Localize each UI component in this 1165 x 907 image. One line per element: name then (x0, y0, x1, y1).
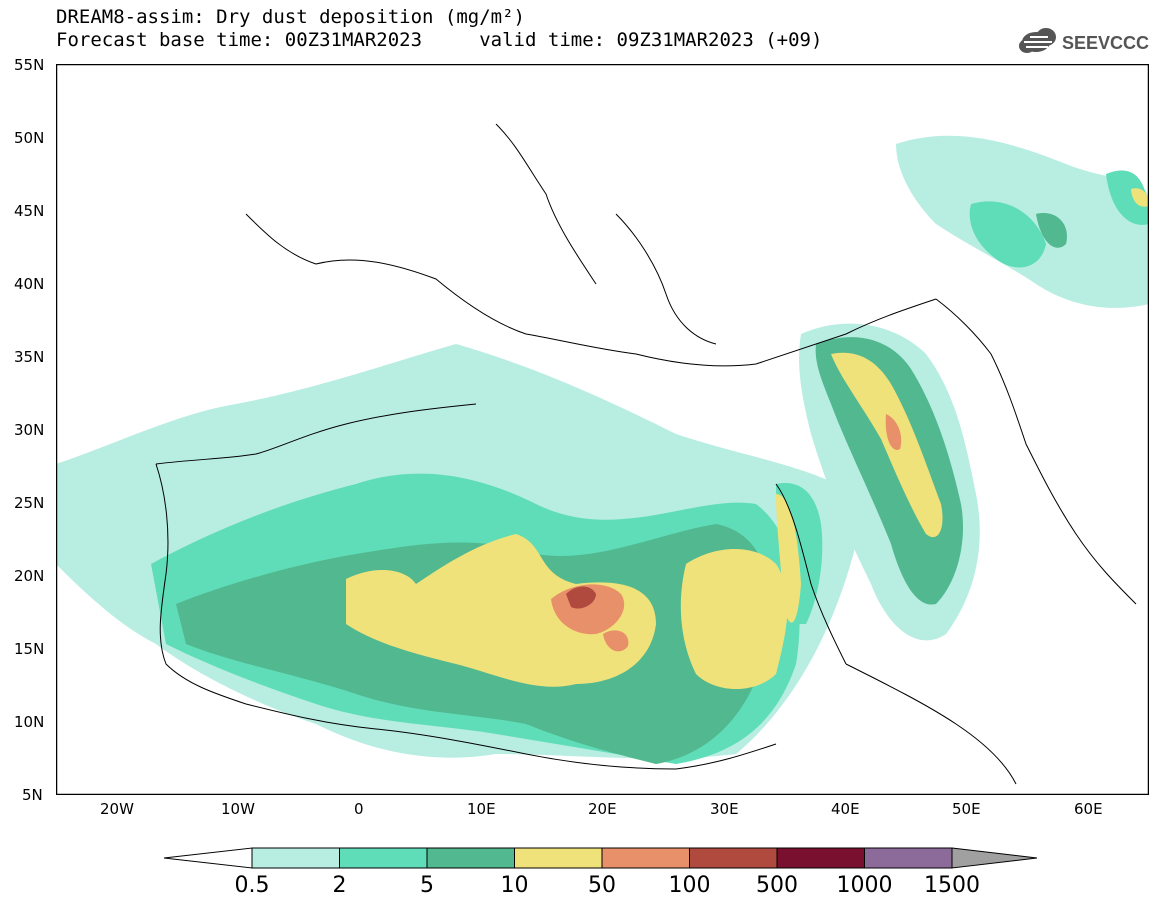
colorbar-cell-5 (689, 847, 778, 869)
colorbar-cell-2 (426, 847, 515, 869)
lat-label-10n: 10N (14, 713, 45, 731)
lon-label-30e: 30E (710, 800, 739, 818)
lon-label-0: 0 (354, 800, 364, 818)
colorbar-label-3: 10 (501, 873, 529, 898)
seevccc-logo: SEEVCCC (1019, 28, 1149, 53)
lon-label-10w: 10W (221, 800, 255, 818)
map-title: DREAM8-assim: Dry dust deposition (mg/m²… (56, 6, 525, 28)
map-subtitle-times: Forecast base time: 00Z31MAR2023 valid t… (56, 29, 823, 51)
lat-label-5n: 5N (22, 786, 43, 804)
lon-label-50e: 50E (952, 800, 981, 818)
colorbar-label-6: 500 (756, 873, 798, 898)
lat-label-30n: 30N (14, 421, 45, 439)
colorbar-cell-4 (601, 847, 690, 869)
dust-field-arabia (799, 323, 980, 641)
colorbar-cell-3 (514, 847, 603, 869)
colorbar-label-2: 5 (420, 873, 434, 898)
lat-label-40n: 40N (14, 275, 45, 293)
dust-field-central-asia (896, 135, 1149, 308)
lat-label-55n: 55N (14, 56, 45, 74)
lon-label-60e: 60E (1074, 800, 1103, 818)
colorbar-legend: 0.5 2 5 10 50 100 500 1000 1500 (163, 847, 1038, 898)
colorbar-cell-6 (776, 847, 865, 869)
lon-label-20e: 20E (588, 800, 617, 818)
lat-label-50n: 50N (14, 129, 45, 147)
colorbar-label-8: 1500 (924, 873, 980, 898)
colorbar-cell-0 (251, 847, 340, 869)
coastlines (155, 123, 1137, 785)
colorbar-label-1: 2 (333, 873, 347, 898)
colorbar-label-0: 0.5 (235, 873, 270, 898)
lon-label-20w: 20W (100, 800, 134, 818)
colorbar-label-7: 1000 (837, 873, 893, 898)
colorbar-under-arrow (163, 847, 253, 869)
colorbar-label-5: 100 (669, 873, 711, 898)
dust-deposition-map (56, 64, 1149, 795)
colorbar-over-arrow (951, 847, 1038, 869)
map-border (56, 64, 1149, 795)
lon-label-10e: 10E (467, 800, 496, 818)
lat-label-45n: 45N (14, 202, 45, 220)
lat-label-35n: 35N (14, 348, 45, 366)
lat-label-15n: 15N (14, 640, 45, 658)
colorbar-label-4: 50 (588, 873, 616, 898)
colorbar-cell-1 (339, 847, 428, 869)
lon-label-40e: 40E (831, 800, 860, 818)
dust-field-sahara (56, 344, 856, 764)
lat-label-20n: 20N (14, 567, 45, 585)
logo-text: SEEVCCC (1062, 33, 1149, 53)
colorbar-cell-7 (864, 847, 953, 869)
lat-label-25n: 25N (14, 494, 45, 512)
